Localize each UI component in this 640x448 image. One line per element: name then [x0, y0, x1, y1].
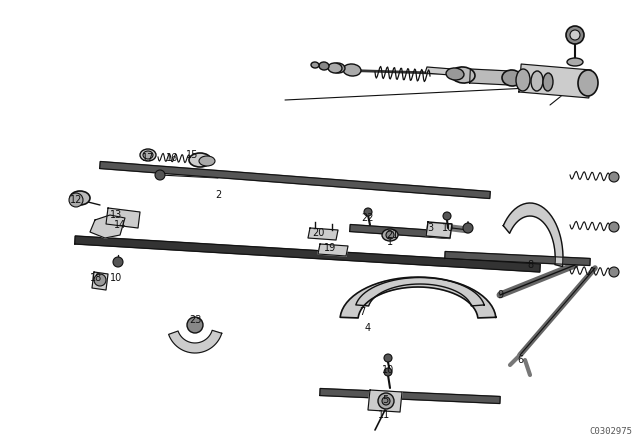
Polygon shape	[100, 162, 490, 198]
Polygon shape	[308, 228, 338, 240]
Text: C0302975: C0302975	[589, 427, 632, 436]
Polygon shape	[425, 67, 452, 75]
Polygon shape	[90, 215, 125, 238]
Text: 18: 18	[90, 273, 102, 283]
Polygon shape	[445, 251, 590, 266]
Ellipse shape	[578, 70, 598, 96]
Polygon shape	[426, 222, 452, 238]
Ellipse shape	[140, 149, 156, 161]
Circle shape	[570, 30, 580, 40]
Text: 21: 21	[386, 230, 398, 240]
Circle shape	[384, 354, 392, 362]
Circle shape	[378, 393, 394, 409]
Ellipse shape	[199, 156, 215, 166]
Circle shape	[609, 172, 619, 182]
Circle shape	[386, 231, 394, 239]
Polygon shape	[368, 390, 402, 412]
Text: 19: 19	[324, 243, 336, 253]
Text: 4: 4	[365, 323, 371, 333]
Circle shape	[382, 397, 390, 405]
Ellipse shape	[543, 73, 553, 91]
Text: 12: 12	[70, 195, 82, 205]
Circle shape	[364, 208, 372, 216]
Text: 13: 13	[110, 210, 122, 220]
Text: 17: 17	[142, 153, 154, 163]
Circle shape	[443, 212, 451, 220]
Text: 14: 14	[114, 220, 126, 230]
Circle shape	[187, 317, 203, 333]
Polygon shape	[168, 330, 221, 353]
Polygon shape	[92, 272, 108, 290]
Polygon shape	[470, 69, 510, 85]
Polygon shape	[106, 208, 140, 228]
Ellipse shape	[531, 71, 543, 91]
Polygon shape	[519, 64, 591, 98]
Text: 2: 2	[215, 190, 221, 200]
Polygon shape	[75, 236, 540, 272]
Circle shape	[94, 274, 106, 286]
Polygon shape	[320, 388, 500, 404]
Circle shape	[113, 257, 123, 267]
Ellipse shape	[143, 151, 153, 159]
Circle shape	[566, 26, 584, 44]
Text: 10: 10	[110, 273, 122, 283]
Polygon shape	[356, 277, 484, 306]
Ellipse shape	[331, 63, 345, 73]
Text: 11: 11	[378, 410, 390, 420]
Ellipse shape	[311, 62, 319, 68]
Text: 15: 15	[186, 150, 198, 160]
Text: 9: 9	[497, 290, 503, 300]
Circle shape	[609, 267, 619, 277]
Text: 20: 20	[312, 228, 324, 238]
Ellipse shape	[446, 68, 464, 80]
Ellipse shape	[502, 70, 522, 86]
Ellipse shape	[328, 63, 342, 73]
Text: 7: 7	[359, 307, 365, 317]
Circle shape	[155, 170, 165, 180]
Polygon shape	[318, 244, 348, 256]
Text: 6: 6	[517, 355, 523, 365]
Ellipse shape	[567, 58, 583, 66]
Ellipse shape	[451, 67, 475, 83]
Circle shape	[463, 223, 473, 233]
Circle shape	[609, 222, 619, 232]
Polygon shape	[349, 224, 451, 238]
Text: 10: 10	[382, 365, 394, 375]
Text: 16: 16	[166, 153, 178, 163]
Ellipse shape	[70, 191, 90, 205]
Circle shape	[384, 368, 392, 376]
Ellipse shape	[516, 69, 530, 91]
Ellipse shape	[319, 62, 329, 70]
Text: 10: 10	[442, 223, 454, 233]
Ellipse shape	[189, 153, 211, 167]
Text: 8: 8	[527, 260, 533, 270]
Text: 3: 3	[427, 223, 433, 233]
Text: 22: 22	[362, 213, 374, 223]
Polygon shape	[340, 277, 496, 318]
Circle shape	[69, 193, 83, 207]
Ellipse shape	[343, 64, 361, 76]
Text: 23: 23	[189, 315, 201, 325]
Ellipse shape	[382, 229, 398, 241]
Text: 5: 5	[382, 395, 388, 405]
Text: 1: 1	[387, 237, 393, 247]
Polygon shape	[503, 203, 563, 267]
